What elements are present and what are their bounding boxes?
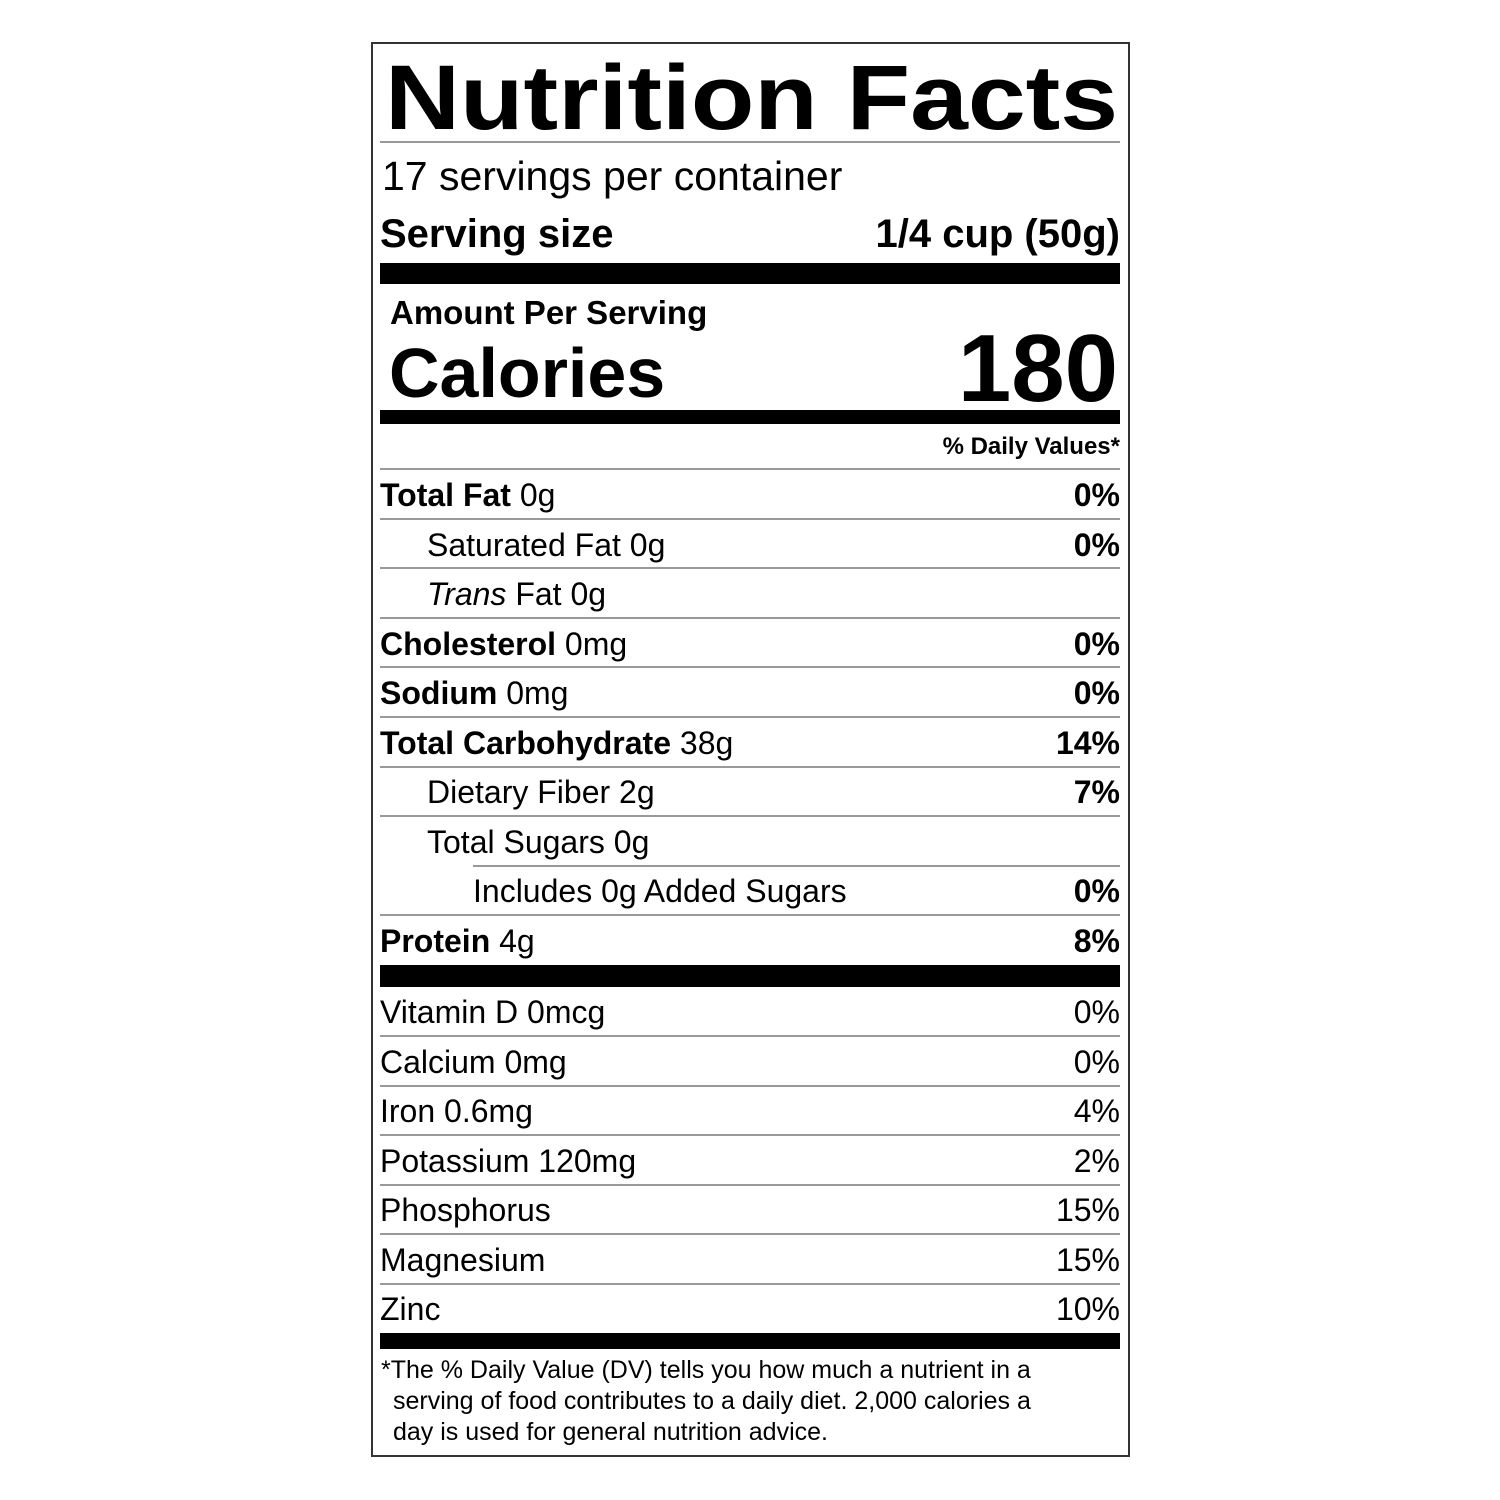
nutrient-dv: 8%	[1073, 922, 1120, 959]
amount-per-serving: Amount Per Serving	[390, 294, 708, 331]
nutrient-name: Cholesterol	[380, 625, 557, 662]
daily-values-header: % Daily Values*	[942, 433, 1120, 460]
nutrient-amount: 0g	[613, 823, 650, 860]
nutrient-row-protein: Protein 4g 8%	[380, 916, 1120, 965]
nutrient-dv: 14%	[1055, 724, 1120, 761]
divider	[380, 567, 1120, 569]
vitamin-row: Calcium 0mg 0%	[380, 1037, 1120, 1086]
thick-divider	[380, 965, 1120, 987]
vitamin-row: Vitamin D 0mcg 0%	[380, 987, 1120, 1036]
vitamin-name: Magnesium	[380, 1241, 546, 1278]
nutrient-amount: 0g	[629, 526, 666, 563]
divider	[380, 1233, 1120, 1235]
nutrient-dv: 0%	[1073, 872, 1120, 909]
nutrient-dv: 7%	[1073, 773, 1120, 810]
nutrient-row-trans-fat: Trans Fat 0g	[380, 569, 1120, 618]
divider	[380, 1134, 1120, 1136]
nutrition-label	[371, 42, 1130, 1457]
nutrient-amount: 2g	[619, 773, 655, 810]
divider	[380, 716, 1120, 718]
serving-size-label: Serving size	[380, 212, 614, 256]
thick-divider	[380, 1333, 1120, 1349]
nutrient-name: Total Fat	[380, 476, 511, 513]
nutrient-name: Total Carbohydrate	[380, 724, 671, 761]
vitamin-dv: 4%	[1073, 1092, 1120, 1129]
divider	[380, 617, 1120, 619]
nutrient-name: Saturated Fat	[427, 526, 621, 563]
footnote-line: serving of food contributes to a daily d…	[393, 1387, 1031, 1415]
nutrient-row-saturated-fat: Saturated Fat 0g 0%	[380, 520, 1120, 569]
nutrient-name: Total Sugars	[427, 823, 605, 860]
vitamin-dv: 2%	[1073, 1142, 1120, 1179]
footnote-line: *The % Daily Value (DV) tells you how mu…	[381, 1356, 1031, 1384]
divider	[380, 815, 1120, 817]
divider	[380, 1184, 1120, 1186]
divider	[380, 518, 1120, 520]
nutrient-amount: 0g	[519, 476, 556, 513]
vitamin-dv: 10%	[1055, 1290, 1120, 1327]
nutrient-dv: 0%	[1073, 625, 1120, 662]
nutrient-row-total-fat: Total Fat 0g 0%	[380, 470, 1120, 519]
vitamin-name: Calcium 0mg	[380, 1043, 567, 1080]
vitamin-name: Phosphorus	[380, 1191, 551, 1228]
serving-size-value: 1/4 cup (50g)	[875, 212, 1120, 256]
nutrient-row-sodium: Sodium 0mg 0%	[380, 668, 1120, 717]
nutrient-dv: 0%	[1073, 526, 1120, 563]
divider	[473, 865, 1120, 867]
nutrient-row-total-sugars: Total Sugars 0g	[380, 817, 1120, 866]
nutrient-amount: 0mg	[564, 625, 628, 662]
vitamin-name: Iron 0.6mg	[380, 1092, 533, 1129]
vitamin-row: Iron 0.6mg 4%	[380, 1086, 1120, 1135]
nutrient-row-dietary-fiber: Dietary Fiber 2g 7%	[380, 767, 1120, 816]
divider	[380, 1085, 1120, 1087]
thick-divider	[380, 410, 1120, 424]
nutrient-name: Dietary Fiber	[427, 773, 611, 810]
nutrient-amount: 4g	[499, 922, 535, 959]
vitamin-dv: 15%	[1055, 1191, 1120, 1228]
nutrient-amount: 0mg	[506, 674, 569, 711]
footnote: *The % Daily Value (DV) tells you how mu…	[381, 1355, 1101, 1448]
footnote-line: day is used for general nutrition advice…	[393, 1418, 828, 1446]
nutrient-name: Protein	[380, 922, 491, 959]
divider	[380, 666, 1120, 668]
nutrient-name-italic: Trans	[427, 575, 507, 612]
nutrient-name: Sodium	[380, 674, 498, 711]
vitamin-row: Magnesium 15%	[380, 1235, 1120, 1284]
vitamin-name: Potassium 120mg	[380, 1142, 637, 1179]
vitamin-name: Zinc	[380, 1290, 441, 1327]
calories-value: 180	[957, 315, 1118, 422]
serving-size-row: Serving size 1/4 cup (50g)	[380, 212, 1120, 257]
nutrient-name: Includes 0g Added Sugars	[473, 872, 847, 909]
divider	[380, 1283, 1120, 1285]
divider	[380, 141, 1120, 143]
vitamin-dv: 15%	[1055, 1241, 1120, 1278]
vitamin-name: Vitamin D 0mcg	[380, 993, 606, 1030]
calories-label: Calories	[389, 334, 666, 412]
divider	[380, 766, 1120, 768]
divider	[380, 468, 1120, 470]
vitamin-dv: 0%	[1073, 1043, 1120, 1080]
nutrient-dv: 0%	[1073, 476, 1120, 513]
nutrient-row-added-sugars: Includes 0g Added Sugars 0%	[380, 866, 1120, 915]
vitamin-row: Zinc 10%	[380, 1284, 1120, 1333]
nutrient-amount: 38g	[679, 724, 734, 761]
servings-per-container: 17 servings per container	[382, 153, 843, 199]
thick-divider	[380, 263, 1120, 284]
nutrient-row-cholesterol: Cholesterol 0mg 0%	[380, 619, 1120, 668]
nutrient-amount: 0g	[570, 575, 607, 612]
label-title-svg: Nutrition Facts	[385, 52, 1118, 142]
vitamin-row: Potassium 120mg 2%	[380, 1136, 1120, 1185]
vitamin-row: Phosphorus 15%	[380, 1185, 1120, 1234]
nutrient-name: Fat	[515, 575, 562, 612]
divider	[380, 1035, 1120, 1037]
vitamin-dv: 0%	[1073, 993, 1120, 1030]
nutrient-row-total-carbohydrate: Total Carbohydrate 38g 14%	[380, 718, 1120, 767]
label-title: Nutrition Facts	[385, 52, 1118, 142]
divider	[380, 914, 1120, 916]
nutrient-dv: 0%	[1073, 674, 1120, 711]
